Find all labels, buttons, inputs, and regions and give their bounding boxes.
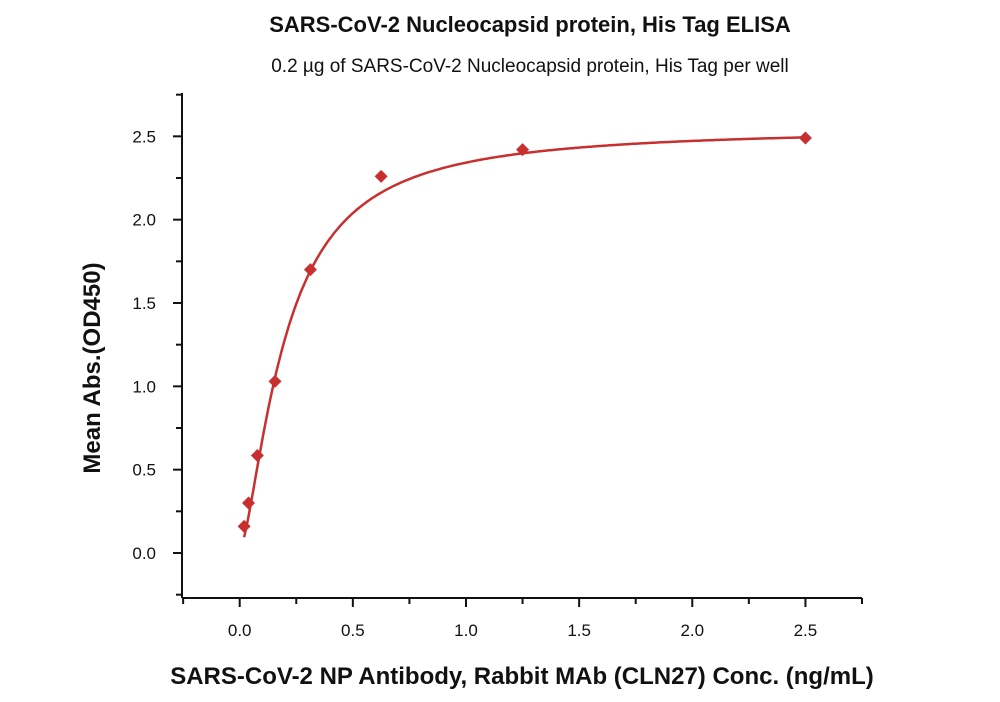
y-tick-label: 0.0: [132, 544, 156, 563]
x-tick-label: 1.5: [567, 621, 591, 640]
y-tick-label: 2.5: [132, 127, 156, 146]
y-tick-label: 1.5: [132, 294, 156, 313]
data-point: [250, 449, 264, 462]
y-tick-label: 2.0: [132, 211, 156, 230]
x-tick-labels: 0.0 0.5 1.0 1.5 2.0 2.5: [228, 621, 817, 640]
x-tick-label: 2.5: [794, 621, 818, 640]
data-point: [516, 143, 530, 157]
y-axis-label: Mean Abs.(OD450): [79, 262, 106, 473]
x-tick-label: 2.0: [680, 621, 704, 640]
fit-curve: [242, 136, 806, 538]
chart-subtitle: 0.2 µg of SARS-CoV-2 Nucleocapsid protei…: [271, 56, 789, 77]
x-axis-label: SARS-CoV-2 NP Antibody, Rabbit MAb (CLN2…: [170, 663, 874, 690]
x-tick-label: 0.0: [228, 621, 252, 640]
x-tick-label: 0.5: [341, 621, 365, 640]
data-points: [237, 131, 812, 533]
axes: [173, 93, 863, 607]
y-tick-label: 0.5: [132, 461, 156, 480]
y-tick-label: 1.0: [132, 377, 156, 396]
data-point: [237, 519, 251, 533]
data-point: [798, 131, 812, 145]
data-point: [374, 169, 388, 183]
chart-title: SARS-CoV-2 Nucleocapsid protein, His Tag…: [269, 12, 791, 37]
data-point: [268, 374, 282, 388]
data-point: [303, 263, 317, 277]
x-tick-label: 1.0: [454, 621, 478, 640]
y-tick-labels: 0.0 0.5 1.0 1.5 2.0 2.5: [132, 127, 156, 563]
data-point: [242, 496, 256, 510]
